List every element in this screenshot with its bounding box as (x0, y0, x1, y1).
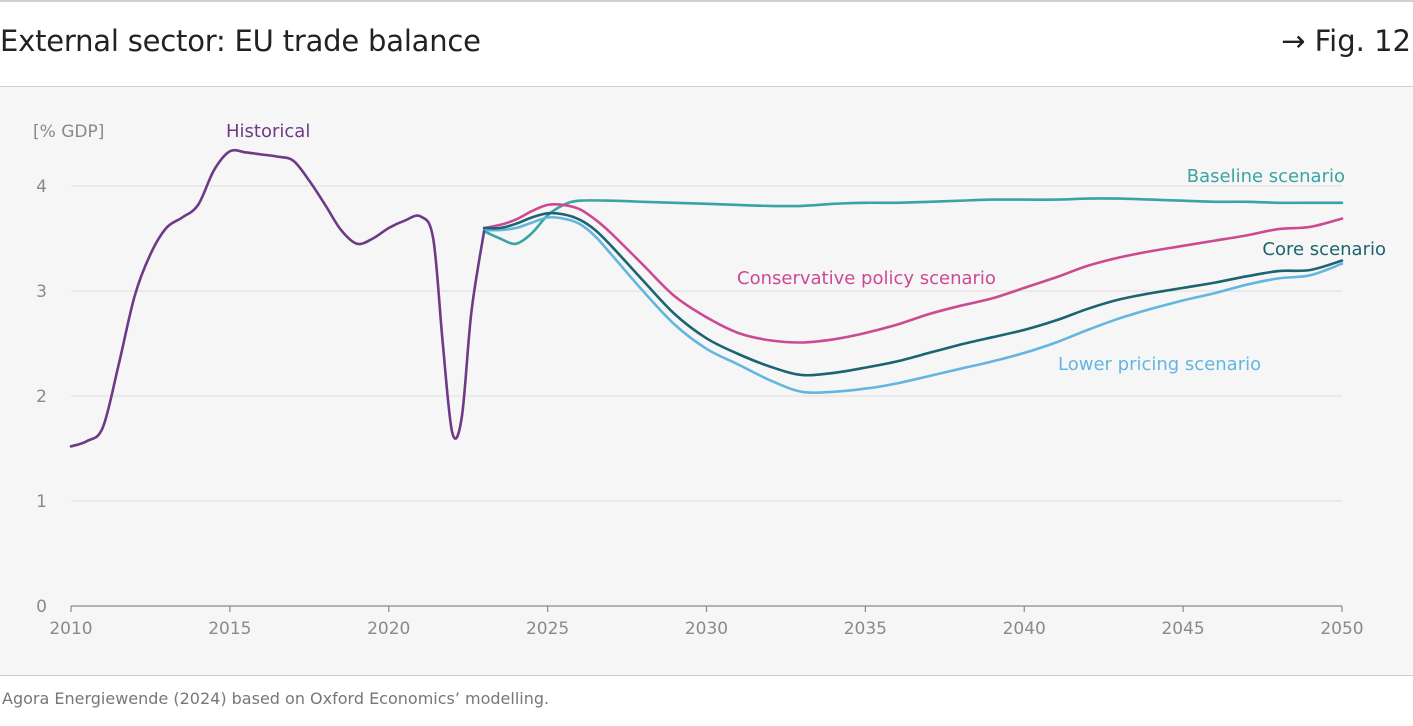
x-axis-ticks: 2010 2015 2020 2025 2030 2035 2040 2045 2050 (49, 605, 1364, 639)
y-tick-label: 1 (36, 492, 47, 512)
x-tick-label: 2025 (526, 619, 569, 639)
y-axis-unit-label: [% GDP] (33, 122, 104, 142)
series-label-conservative: Conservative policy scenario (737, 268, 996, 289)
x-tick-label: 2010 (49, 619, 92, 639)
series-labels: Historical Baseline scenario Conservative … (226, 121, 1386, 375)
series-label-baseline: Baseline scenario (1187, 166, 1345, 187)
series-label-core: Core scenario (1262, 239, 1386, 260)
y-axis-ticks: 0 1 2 3 4 (36, 177, 47, 617)
y-tick-label: 4 (36, 177, 47, 197)
x-tick-label: 2020 (367, 619, 410, 639)
figure-title: External sector: EU trade balance (0, 24, 481, 58)
series-lines (69, 148, 1344, 448)
x-tick-label: 2015 (208, 619, 251, 639)
grid-lines (71, 185, 1342, 502)
top-rule (0, 0, 1413, 2)
y-tick-label: 3 (36, 282, 47, 302)
figure-reference-link[interactable]: → Fig. 12 (1281, 24, 1411, 58)
y-tick-label: 2 (36, 387, 47, 407)
y-tick-label: 0 (36, 597, 47, 617)
x-tick-label: 2045 (1161, 619, 1204, 639)
series-line-baseline (482, 197, 1344, 246)
series-line-core (482, 211, 1344, 377)
series-line-lower (482, 215, 1344, 395)
x-tick-label: 2030 (685, 619, 728, 639)
x-tick-label: 2040 (1003, 619, 1046, 639)
source-note: Agora Energiewende (2024) based on Oxfor… (2, 689, 550, 708)
series-line-historical (69, 148, 486, 448)
x-tick-label: 2035 (844, 619, 887, 639)
bottom-rule (0, 675, 1413, 676)
figure-header: External sector: EU trade balance → Fig.… (0, 2, 1413, 87)
series-line-conservative (482, 202, 1344, 344)
x-tick-label: 2050 (1320, 619, 1363, 639)
series-label-lower: Lower pricing scenario (1058, 354, 1261, 375)
series-label-historical: Historical (226, 121, 310, 142)
